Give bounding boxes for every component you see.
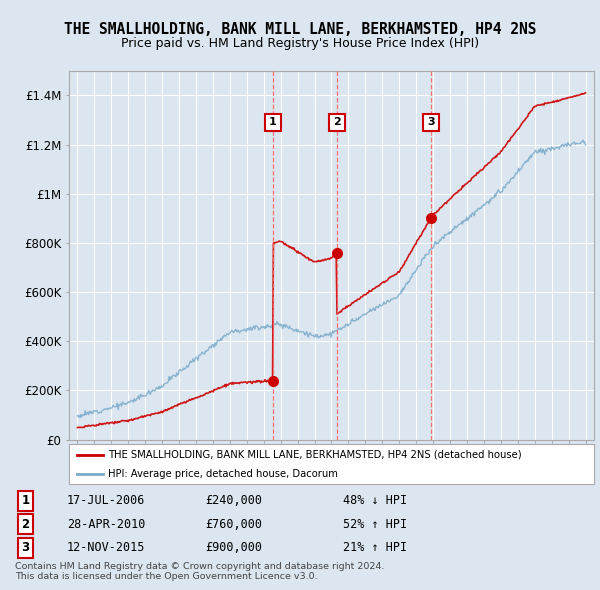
Text: Contains HM Land Registry data © Crown copyright and database right 2024.
This d: Contains HM Land Registry data © Crown c… bbox=[15, 562, 385, 581]
Text: THE SMALLHOLDING, BANK MILL LANE, BERKHAMSTED, HP4 2NS (detached house): THE SMALLHOLDING, BANK MILL LANE, BERKHA… bbox=[109, 450, 522, 460]
Text: 2: 2 bbox=[333, 117, 341, 127]
Text: £900,000: £900,000 bbox=[205, 541, 262, 554]
Text: 12-NOV-2015: 12-NOV-2015 bbox=[67, 541, 145, 554]
Text: 1: 1 bbox=[22, 494, 29, 507]
Text: 28-APR-2010: 28-APR-2010 bbox=[67, 518, 145, 531]
Text: 17-JUL-2006: 17-JUL-2006 bbox=[67, 494, 145, 507]
Text: 3: 3 bbox=[22, 541, 29, 554]
Text: 3: 3 bbox=[427, 117, 435, 127]
Text: 21% ↑ HPI: 21% ↑ HPI bbox=[343, 541, 407, 554]
Text: 48% ↓ HPI: 48% ↓ HPI bbox=[343, 494, 407, 507]
Text: Price paid vs. HM Land Registry's House Price Index (HPI): Price paid vs. HM Land Registry's House … bbox=[121, 37, 479, 50]
Text: HPI: Average price, detached house, Dacorum: HPI: Average price, detached house, Daco… bbox=[109, 469, 338, 478]
Text: £760,000: £760,000 bbox=[205, 518, 262, 531]
Text: 2: 2 bbox=[22, 518, 29, 531]
Text: 52% ↑ HPI: 52% ↑ HPI bbox=[343, 518, 407, 531]
Text: THE SMALLHOLDING, BANK MILL LANE, BERKHAMSTED, HP4 2NS: THE SMALLHOLDING, BANK MILL LANE, BERKHA… bbox=[64, 22, 536, 37]
Text: 1: 1 bbox=[269, 117, 277, 127]
Text: £240,000: £240,000 bbox=[205, 494, 262, 507]
